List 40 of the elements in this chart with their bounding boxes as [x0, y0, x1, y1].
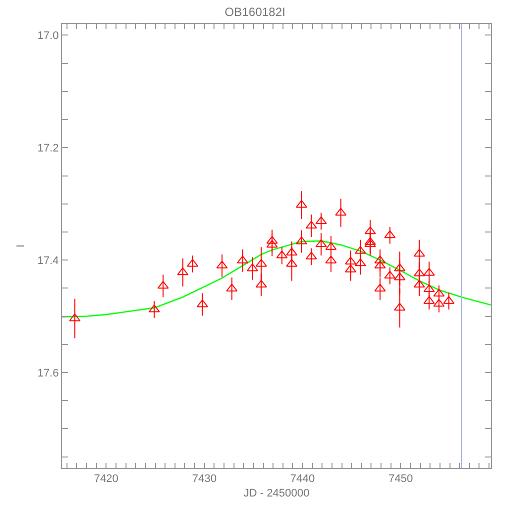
point — [286, 258, 298, 267]
point — [364, 226, 376, 234]
point — [394, 272, 406, 280]
point — [384, 230, 396, 238]
point — [433, 288, 445, 297]
point — [246, 263, 258, 272]
point — [394, 263, 406, 272]
chart-title: OB160182I — [224, 5, 286, 20]
point — [364, 239, 376, 248]
point — [186, 258, 198, 267]
point — [157, 280, 169, 289]
point — [315, 239, 327, 248]
point — [414, 280, 426, 288]
point — [414, 248, 426, 257]
y-tick-label: 17.6 — [37, 367, 59, 380]
point — [256, 280, 267, 288]
y-tick-label: 17.0 — [37, 30, 59, 42]
point — [394, 302, 406, 311]
point — [315, 216, 327, 224]
point — [256, 258, 267, 267]
point — [354, 258, 366, 266]
point — [196, 299, 208, 308]
y-axis-title: I — [15, 244, 28, 248]
x-tick-label: 7420 — [94, 473, 118, 486]
point — [423, 268, 435, 276]
x-axis-title: JD - 2450000 — [243, 487, 310, 500]
point — [296, 200, 308, 208]
point — [266, 236, 278, 244]
point — [433, 298, 445, 307]
point — [384, 270, 396, 279]
point — [423, 284, 435, 292]
y-tick-label: 17.4 — [37, 254, 59, 267]
point — [266, 240, 278, 248]
point — [306, 220, 318, 229]
y-tick-label: 17.2 — [37, 142, 59, 154]
x-tick-label: 7430 — [192, 473, 217, 486]
x-tick-label: 7440 — [290, 473, 315, 486]
x-tick-label: 7450 — [388, 473, 413, 486]
point — [335, 208, 346, 216]
point — [177, 267, 188, 276]
